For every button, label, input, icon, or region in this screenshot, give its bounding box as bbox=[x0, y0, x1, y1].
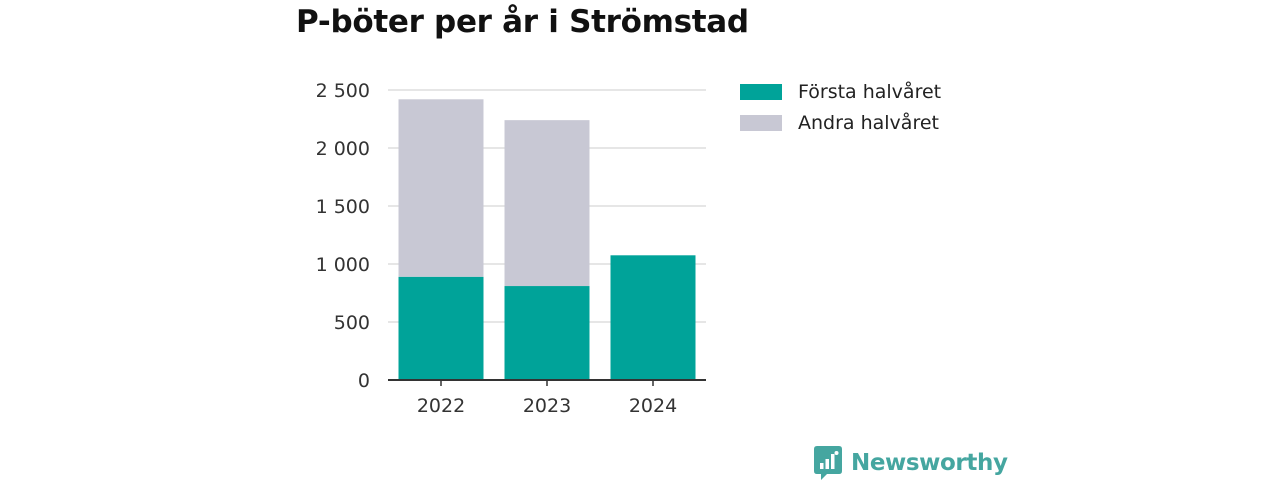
y-tick-label: 2 500 bbox=[316, 80, 370, 102]
bar-2023-series-0 bbox=[504, 286, 590, 380]
y-tick-label: 1 500 bbox=[316, 196, 370, 218]
x-tick-label: 2024 bbox=[629, 395, 677, 417]
legend-label-second-half: Andra halvåret bbox=[798, 111, 939, 134]
legend-item-first-half: Första halvåret bbox=[740, 76, 941, 107]
newsworthy-logo-icon bbox=[814, 446, 842, 480]
x-tick-label: 2022 bbox=[417, 395, 465, 417]
legend-item-second-half: Andra halvåret bbox=[740, 107, 941, 138]
newsworthy-logo: Newsworthy bbox=[814, 446, 1008, 480]
y-tick-label: 2 000 bbox=[316, 138, 370, 160]
bar-2022-series-1 bbox=[398, 99, 484, 277]
newsworthy-logo-text: Newsworthy bbox=[851, 450, 1008, 476]
chart-title: P-böter per år i Strömstad bbox=[296, 4, 749, 40]
bar-2024-series-0 bbox=[610, 255, 696, 380]
bar-2023-series-1 bbox=[504, 120, 590, 287]
y-tick-label: 0 bbox=[358, 370, 370, 392]
bar-2022-series-0 bbox=[398, 276, 484, 380]
y-tick-label: 500 bbox=[334, 312, 370, 334]
legend-swatch-second-half bbox=[740, 114, 782, 131]
legend-label-first-half: Första halvåret bbox=[798, 80, 942, 103]
x-tick-label: 2023 bbox=[523, 395, 571, 417]
legend-swatch-first-half bbox=[740, 83, 782, 100]
y-tick-label: 1 000 bbox=[316, 254, 370, 276]
chart-legend: Första halvåret Andra halvåret bbox=[740, 76, 941, 138]
